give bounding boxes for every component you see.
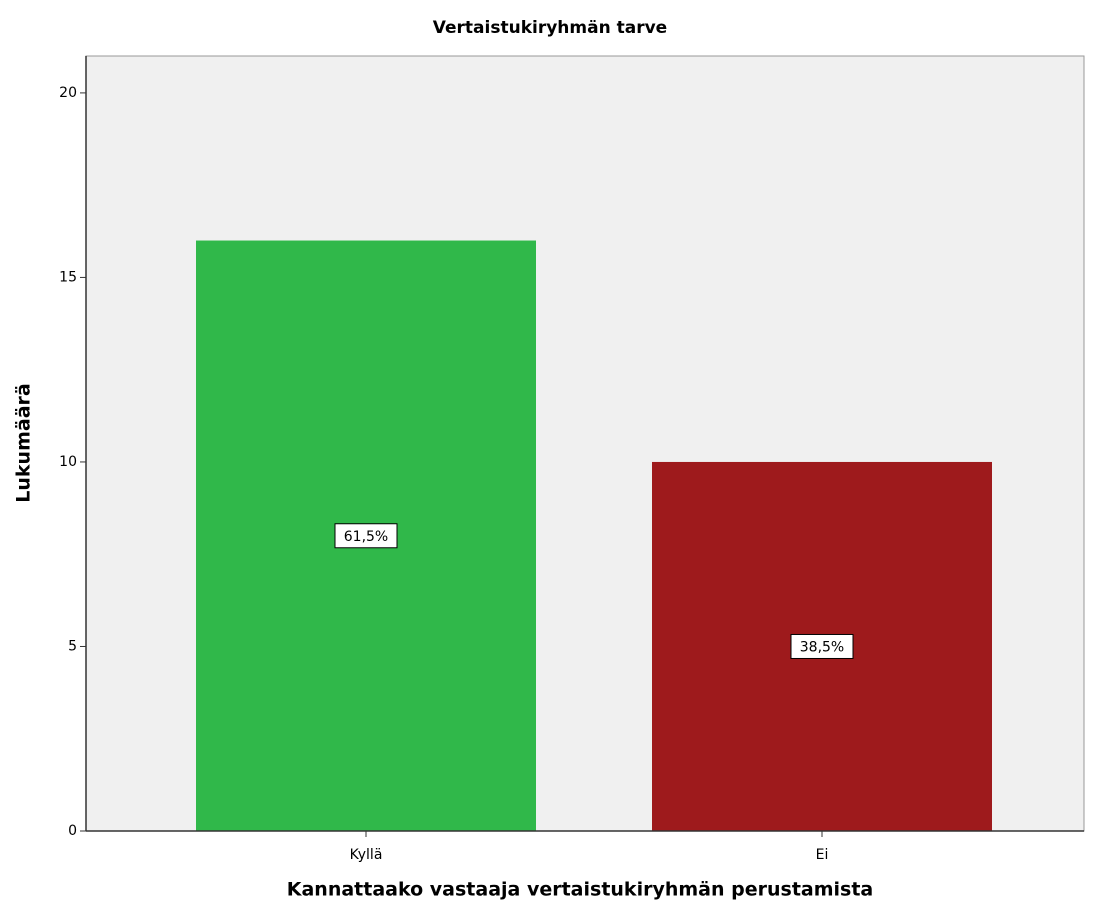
x-tick-label: Kyllä bbox=[350, 847, 383, 863]
y-tick-label: 15 bbox=[59, 269, 77, 285]
y-tick-label: 20 bbox=[59, 85, 77, 101]
data-label-box bbox=[334, 523, 398, 549]
data-label: 61,5% bbox=[344, 529, 388, 545]
x-tick-label: Ei bbox=[816, 847, 829, 863]
y-tick-label: 10 bbox=[59, 454, 77, 470]
data-label: 38,5% bbox=[800, 639, 844, 655]
chart-title: Vertaistukiryhmän tarve bbox=[433, 18, 667, 38]
x-axis-title: Kannattaako vastaaja vertaistukiryhmän p… bbox=[287, 879, 874, 901]
y-axis-title: Lukumäärä bbox=[13, 383, 35, 502]
y-tick-label: 5 bbox=[68, 638, 77, 654]
data-label-box bbox=[790, 633, 854, 659]
y-tick-label: 0 bbox=[68, 823, 77, 839]
